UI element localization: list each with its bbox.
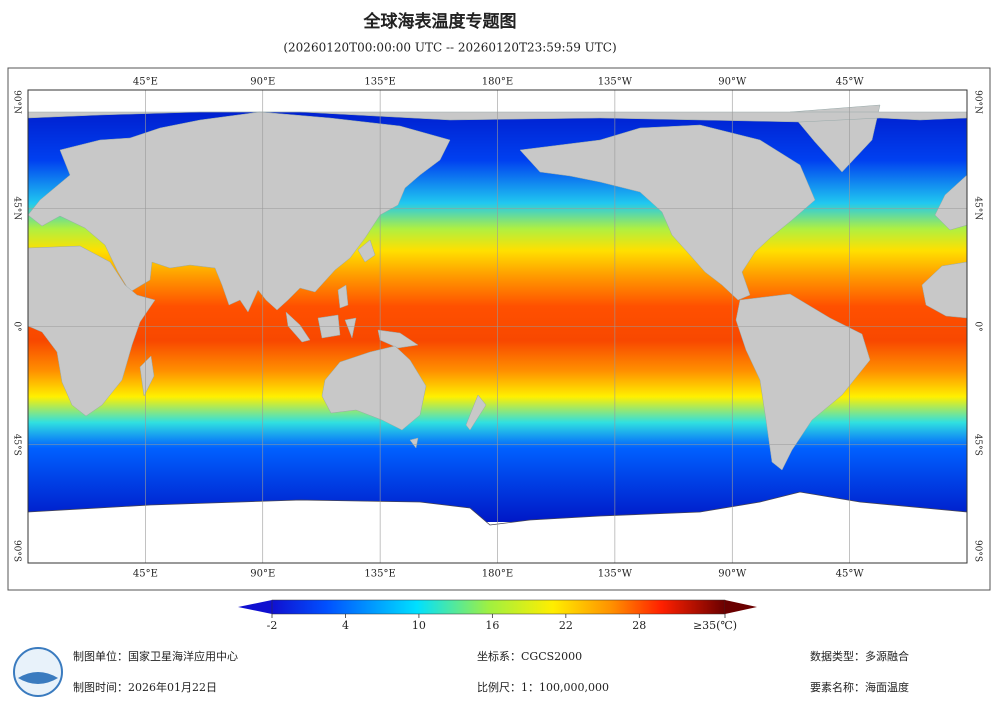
- lat-label-left: 90°N: [12, 90, 22, 114]
- lon-label-top: 135°W: [598, 77, 633, 88]
- islands: [285, 239, 419, 349]
- lat-label-right: 90°S: [973, 540, 983, 562]
- footer-unit: 制图单位：国家卫星海洋应用中心: [73, 649, 238, 663]
- greenland: [789, 104, 881, 173]
- lon-label-bottom: 135°W: [598, 569, 633, 580]
- map-frame: [27, 89, 968, 564]
- colorbar: -2 4 10 16 22 28 ≥35(℃): [238, 599, 757, 632]
- lat-label-left: 0°: [12, 321, 22, 331]
- lat-label-right: 45°N: [973, 196, 983, 220]
- land: [27, 104, 968, 471]
- lat-label-right: 90°N: [973, 90, 983, 114]
- lon-label-top: 135°E: [364, 77, 395, 88]
- lon-label-top: 90°W: [718, 77, 747, 88]
- title: 全球海表温度专题图: [363, 11, 517, 32]
- lat-label-left: 45°N: [12, 196, 22, 220]
- lon-label-bottom: 180°E: [482, 569, 513, 580]
- lon-label-top: 180°E: [482, 77, 513, 88]
- colorbar-tick-label: -2: [267, 619, 278, 632]
- south-america: [735, 293, 871, 471]
- lon-label-bottom: 135°E: [364, 569, 395, 580]
- graticule: 45°E 45°E 90°E 90°E 135°E 135°E 180°E 180°E 135°…: [12, 77, 983, 580]
- footer-crs: 坐标系：CGCS2000: [477, 649, 582, 663]
- lat-label-left: 45°S: [12, 434, 22, 456]
- colorbar-tick-label: 16: [485, 619, 499, 632]
- lat-label-right: 0°: [973, 321, 983, 331]
- lon-label-top: 45°W: [836, 77, 865, 88]
- lon-label-bottom: 45°E: [133, 569, 158, 580]
- eurasia: [27, 111, 451, 313]
- outer-frame: [7, 67, 991, 591]
- australia: [321, 345, 487, 449]
- lon-label-bottom: 45°W: [836, 569, 865, 580]
- colorbar-tick-label: 22: [559, 619, 573, 632]
- lat-label-right: 45°S: [973, 434, 983, 456]
- colorbar-tick-label: 4: [342, 619, 349, 632]
- map: 45°E 45°E 90°E 90°E 135°E 135°E 180°E 180°E 135°…: [12, 77, 983, 580]
- lon-label-top: 90°E: [250, 77, 275, 88]
- colorbar-low-arrow: [238, 600, 272, 614]
- colorbar-tick-label: ≥35(℃): [693, 619, 737, 632]
- footer-element: 要素名称：海面温度: [810, 680, 909, 694]
- footer-scale: 比例尺：1：100,000,000: [477, 680, 609, 694]
- colorbar-tick-label: 10: [412, 619, 426, 632]
- footer-data-type: 数据类型：多源融合: [810, 649, 909, 663]
- footer-date: 制图时间：2026年01月22日: [73, 680, 217, 694]
- colorbar-ramp: [271, 599, 726, 615]
- lon-label-bottom: 90°E: [250, 569, 275, 580]
- lon-label-bottom: 90°W: [718, 569, 747, 580]
- colorbar-tick-label: 28: [632, 619, 646, 632]
- colorbar-high-arrow: [725, 600, 757, 614]
- africa: [27, 245, 156, 417]
- north-america: [519, 124, 816, 301]
- logo: [13, 647, 63, 697]
- lon-label-top: 45°E: [133, 77, 158, 88]
- lat-label-left: 90°S: [12, 540, 22, 562]
- subtitle: (20260120T00:00:00 UTC -- 20260120T23:59…: [283, 41, 616, 55]
- madagascar: [139, 355, 155, 397]
- logo-wave: [18, 672, 58, 684]
